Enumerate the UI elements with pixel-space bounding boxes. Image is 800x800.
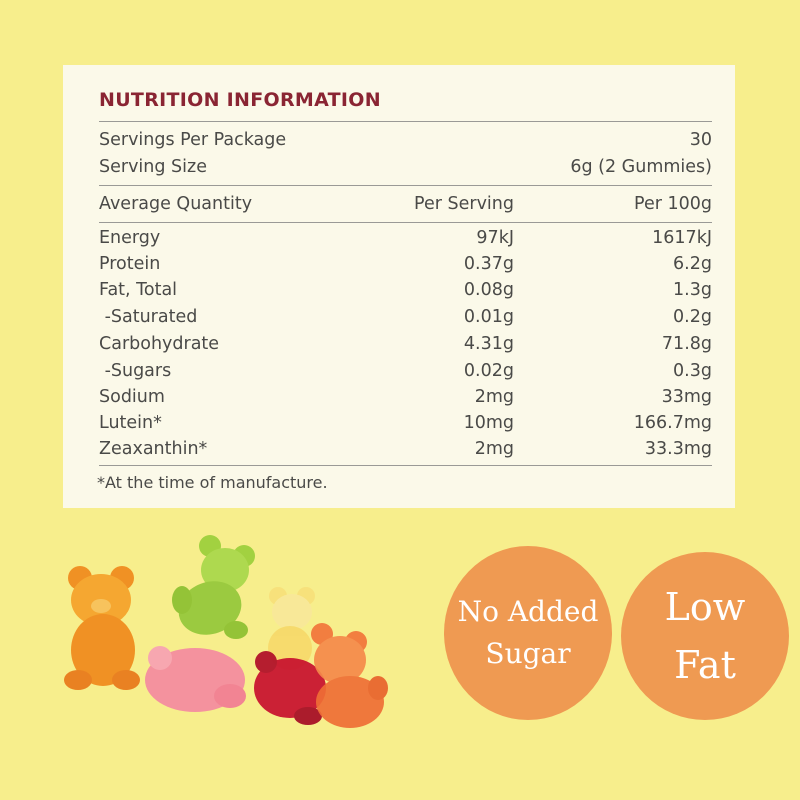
- nutrient-name: Lutein*: [99, 413, 162, 433]
- per-100g-value: 0.3g: [673, 361, 712, 381]
- table-header-row: Average Quantity Per Serving Per 100g: [99, 191, 712, 217]
- row-value: 6g (2 Gummies): [570, 157, 712, 177]
- nutrient-name: -Saturated: [99, 307, 198, 327]
- yellow-gummy-bear: [268, 587, 315, 670]
- nutrient-name: Zeaxanthin*: [99, 439, 208, 459]
- nutrition-panel: NUTRITION INFORMATION Servings Per Packa…: [63, 65, 735, 508]
- nutrient-name: Sodium: [99, 387, 165, 407]
- green-gummy-bear: [172, 535, 255, 639]
- table-row: Lutein* 10mg 166.7mg: [99, 410, 712, 436]
- per-serving-value: 0.01g: [463, 307, 514, 327]
- table-row: Protein 0.37g 6.2g: [99, 251, 712, 277]
- per-serving-value: 2mg: [474, 439, 514, 459]
- row-label: Servings Per Package: [99, 130, 287, 150]
- divider: [99, 185, 712, 186]
- badge-text-line: No Added: [457, 595, 599, 628]
- divider: [99, 121, 712, 122]
- footnote: *At the time of manufacture.: [97, 473, 328, 492]
- no-added-sugar-badge: No Added Sugar: [444, 546, 612, 720]
- per-100g-value: 0.2g: [673, 307, 712, 327]
- nutrient-name: Energy: [99, 228, 161, 248]
- servings-per-package-row: Servings Per Package 30: [99, 127, 712, 153]
- serving-size-row: Serving Size 6g (2 Gummies): [99, 154, 712, 180]
- per-serving-value: 10mg: [463, 413, 514, 433]
- header-quantity: Average Quantity: [99, 194, 253, 214]
- per-serving-value: 0.37g: [463, 254, 514, 274]
- per-serving-value: 97kJ: [476, 228, 514, 248]
- per-serving-value: 4.31g: [463, 334, 514, 354]
- per-100g-value: 166.7mg: [633, 413, 712, 433]
- nutrient-name: -Sugars: [99, 361, 172, 381]
- badge-text-line: Fat: [674, 643, 736, 687]
- table-row: Energy 97kJ 1617kJ: [99, 225, 712, 251]
- per-100g-value: 6.2g: [673, 254, 712, 274]
- row-value: 30: [689, 130, 712, 150]
- badge-text-line: Low: [664, 585, 746, 629]
- divider: [99, 222, 712, 223]
- nutrient-name: Carbohydrate: [99, 334, 220, 354]
- table-row: Sodium 2mg 33mg: [99, 384, 712, 410]
- per-serving-value: 2mg: [474, 387, 514, 407]
- table-row: Zeaxanthin* 2mg 33.3mg: [99, 436, 712, 462]
- per-100g-value: 33mg: [661, 387, 712, 407]
- per-100g-value: 33.3mg: [644, 439, 712, 459]
- gummy-bears-image: [64, 535, 388, 728]
- header-per-100g: Per 100g: [634, 194, 712, 214]
- per-serving-value: 0.08g: [463, 280, 514, 300]
- orange-red-gummy-bear: [311, 623, 388, 728]
- orange-gummy-bear: [64, 566, 140, 690]
- badge-text-line: Sugar: [485, 637, 571, 670]
- divider: [99, 465, 712, 466]
- table-row: -Sugars 0.02g 0.3g: [99, 358, 712, 384]
- per-serving-value: 0.02g: [463, 361, 514, 381]
- red-gummy-bear: [254, 651, 326, 725]
- per-100g-value: 71.8g: [661, 334, 712, 354]
- low-fat-badge: Low Fat: [621, 552, 789, 720]
- pink-gummy-bear: [145, 646, 246, 712]
- table-row: Carbohydrate 4.31g 71.8g: [99, 331, 712, 357]
- nutrition-title: NUTRITION INFORMATION: [99, 89, 381, 111]
- row-label: Serving Size: [99, 157, 207, 177]
- header-per-serving: Per Serving: [414, 194, 514, 214]
- nutrient-name: Fat, Total: [99, 280, 178, 300]
- per-100g-value: 1617kJ: [652, 228, 712, 248]
- per-100g-value: 1.3g: [673, 280, 712, 300]
- table-row: -Saturated 0.01g 0.2g: [99, 304, 712, 330]
- nutrient-name: Protein: [99, 254, 161, 274]
- table-row: Fat, Total 0.08g 1.3g: [99, 277, 712, 303]
